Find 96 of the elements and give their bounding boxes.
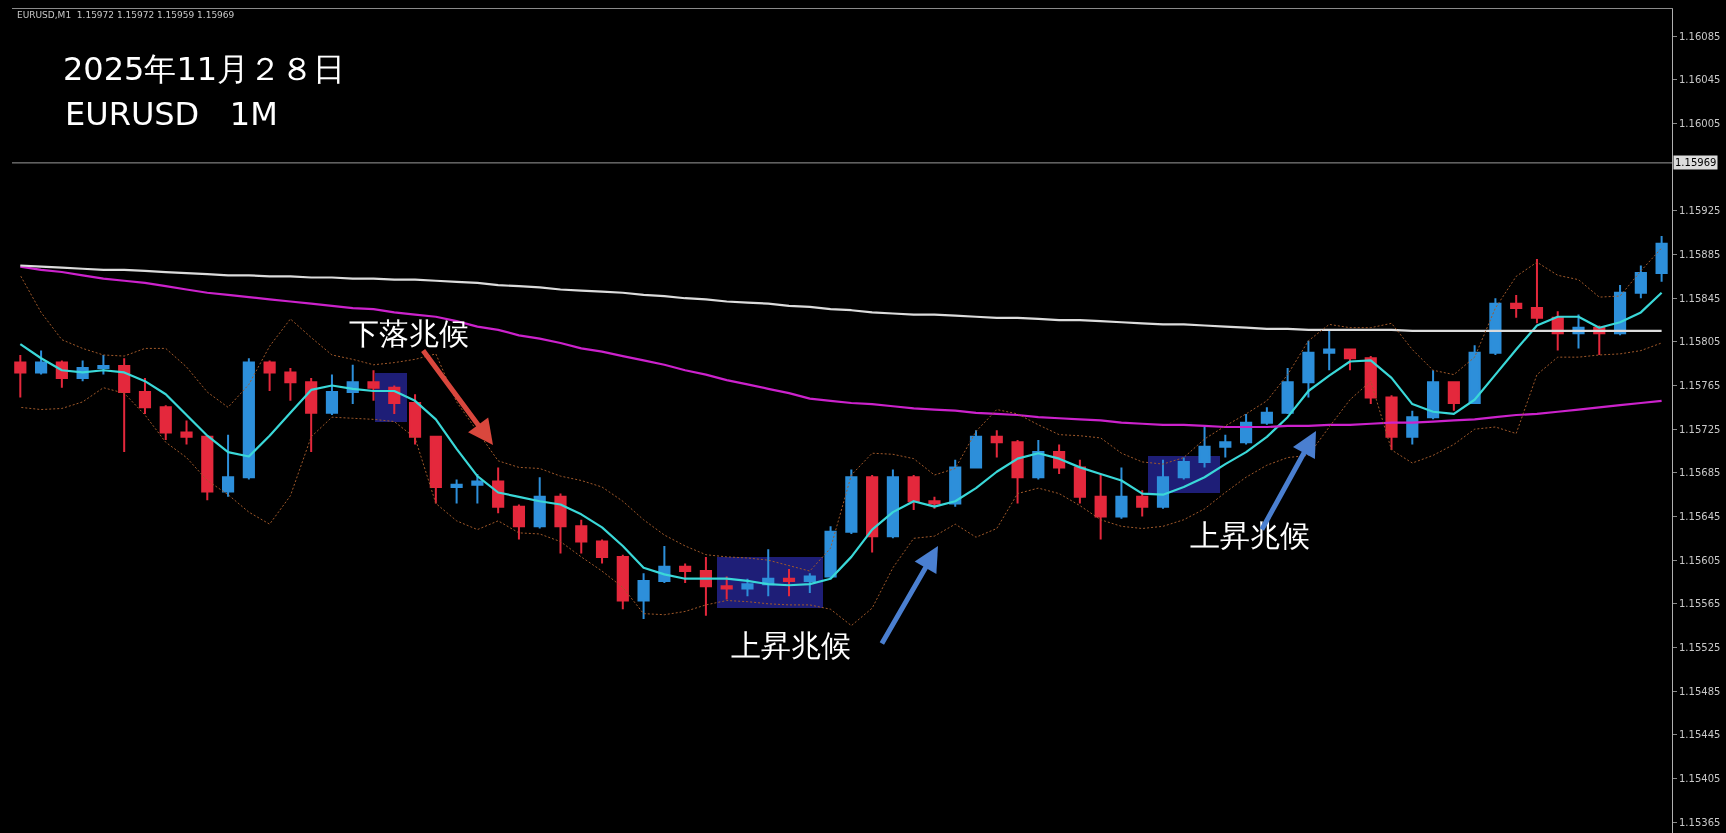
candlestick: [1530, 257, 1544, 325]
candlestick: [575, 518, 588, 555]
y-tick-label: 1.15645: [1679, 511, 1721, 522]
candlestick: [450, 478, 463, 505]
y-tick-label: 1.15565: [1679, 598, 1721, 610]
candlestick: [1177, 456, 1190, 481]
candlestick: [221, 433, 235, 498]
candlestick: [637, 572, 650, 621]
candlestick: [180, 419, 193, 446]
candlestick: [1634, 264, 1647, 300]
candlestick: [263, 359, 276, 392]
text: EURUSD 1M: [65, 95, 278, 133]
candlestick: [14, 353, 27, 399]
line-series: [19, 291, 1663, 587]
candlestick: [845, 468, 858, 535]
annotation: 上昇兆候: [1190, 518, 1310, 553]
candlestick: [679, 562, 692, 585]
candlestick: [1426, 369, 1440, 421]
y-tick-label: 1.15525: [1679, 641, 1721, 653]
text: 2025年11月２８日: [63, 50, 346, 89]
annotation: 上昇兆候: [731, 628, 851, 663]
y-tick-label: 1.15765: [1679, 380, 1721, 392]
candlestick: [907, 474, 920, 511]
candlestick: [512, 503, 526, 541]
line-series: [19, 265, 1663, 429]
line-series: [19, 247, 1663, 572]
candlestick: [408, 393, 422, 446]
candlestick: [762, 548, 775, 598]
candlestick: [325, 373, 339, 416]
candlestick: [616, 553, 629, 611]
candlestick: [1489, 297, 1502, 356]
y-tick-label: 1.15845: [1679, 292, 1721, 304]
candlestick: [284, 367, 297, 402]
candlestick: [1468, 344, 1481, 406]
candlestick: [803, 572, 816, 594]
candlestick: [866, 474, 879, 554]
candlestick: [782, 567, 796, 598]
candlestick: [595, 538, 609, 565]
y-tick-label: 1.15445: [1679, 729, 1721, 741]
y-tick-label: 1.16045: [1679, 74, 1721, 86]
ref-line-label: 1.15969: [1675, 157, 1717, 168]
candlestick: [1156, 458, 1170, 510]
y-tick-label: 1.15485: [1679, 685, 1721, 697]
candlestick: [367, 369, 380, 402]
candlestick: [533, 476, 546, 530]
candlestick: [554, 492, 567, 555]
candlestick: [1343, 347, 1357, 372]
candlestick: [1406, 409, 1419, 446]
candlestick: [1323, 329, 1336, 372]
y-tick-label: 1.15685: [1679, 467, 1721, 479]
candlestick: [1136, 489, 1149, 518]
candlestick: [658, 544, 671, 585]
candlestick: [1260, 406, 1273, 426]
candlestick: [1198, 426, 1211, 469]
candlestick: [1011, 439, 1024, 505]
candlestick: [242, 357, 255, 481]
y-tick-label: 1.16085: [1679, 30, 1721, 42]
candlestick: [886, 468, 899, 540]
y-tick-label: 1.15925: [1679, 205, 1721, 217]
candlestick: [1073, 458, 1086, 505]
candlestick: [1385, 394, 1398, 451]
candlestick: [1655, 235, 1668, 283]
candlestick: [35, 349, 48, 376]
y-tick-label: 1.15885: [1679, 249, 1721, 261]
candlestick: [492, 466, 505, 515]
annotation: 下落兆候: [349, 316, 469, 351]
candlestick: [949, 458, 962, 508]
y-tick-label: 1.16005: [1679, 118, 1721, 130]
candlestick: [1510, 293, 1523, 319]
candlestick: [928, 495, 941, 510]
candlestick: [1281, 367, 1294, 415]
candlestick: [1219, 433, 1232, 459]
candlestick: [969, 429, 983, 470]
y-tick-label: 1.15605: [1679, 554, 1721, 566]
candlestick: [1094, 472, 1107, 541]
candlestick: [720, 575, 733, 601]
y-tick-label: 1.15725: [1679, 423, 1721, 435]
candlestick: [429, 434, 442, 505]
candlestick: [1447, 380, 1460, 412]
y-tick-label: 1.15405: [1679, 772, 1721, 784]
candlestick: [138, 376, 152, 415]
candlestick: [97, 353, 110, 376]
candlestick: [1032, 439, 1045, 481]
candlestick: [699, 555, 713, 617]
candlestick: [824, 525, 837, 580]
candlestick: [305, 376, 318, 454]
candlestick: [1115, 466, 1128, 520]
candlestick: [1302, 339, 1315, 399]
annotation: EURUSD,M1 1.15972 1.15972 1.15959 1.15969: [17, 10, 235, 20]
candlestick: [201, 434, 214, 502]
y-tick-label: 1.15805: [1679, 336, 1721, 348]
y-tick-label: 1.15365: [1679, 816, 1721, 828]
candlestick: [990, 429, 1003, 459]
candlestick: [118, 357, 131, 454]
candlestick: [159, 404, 172, 442]
candlestick: [741, 577, 754, 598]
